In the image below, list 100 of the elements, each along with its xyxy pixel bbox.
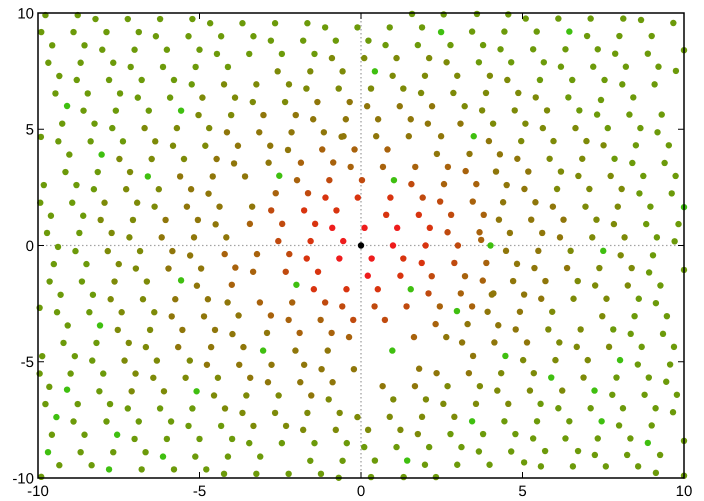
point (326, 176, 333, 184)
point (312, 220, 318, 228)
point (374, 286, 381, 292)
point (422, 242, 429, 249)
point (470, 198, 476, 205)
point (296, 330, 303, 336)
point (408, 286, 414, 292)
point (566, 28, 573, 35)
point (178, 107, 184, 114)
point (354, 194, 361, 201)
point (346, 334, 352, 340)
point (322, 194, 329, 201)
point (468, 418, 476, 424)
point (160, 453, 166, 460)
point (351, 146, 358, 153)
point (333, 207, 340, 214)
point (462, 272, 468, 280)
point (480, 277, 486, 284)
point (410, 334, 418, 340)
point (387, 194, 394, 201)
point (114, 432, 120, 438)
point (438, 28, 444, 36)
point (382, 316, 388, 324)
point (397, 272, 404, 279)
point (328, 330, 335, 336)
point (390, 176, 398, 184)
point (451, 260, 458, 266)
point (256, 299, 264, 306)
point (286, 250, 292, 258)
point (384, 146, 391, 153)
point (548, 374, 554, 381)
point (310, 286, 318, 292)
point (418, 260, 425, 266)
point (368, 255, 375, 262)
point (454, 242, 462, 249)
point (98, 151, 105, 158)
point (294, 176, 300, 184)
point (591, 387, 598, 394)
point (304, 255, 310, 262)
point (436, 303, 444, 310)
point (322, 299, 328, 306)
point (358, 176, 366, 184)
point (458, 290, 464, 297)
point (478, 236, 484, 244)
point (289, 299, 296, 306)
point (314, 268, 322, 275)
point (336, 255, 343, 262)
y-tick-label: -10 (12, 470, 34, 488)
point (304, 190, 312, 196)
point (343, 286, 350, 292)
point (307, 238, 314, 244)
point (448, 212, 454, 218)
point (358, 242, 364, 249)
point (221, 250, 228, 258)
point (502, 352, 509, 360)
point (144, 173, 152, 180)
point (254, 250, 260, 258)
point (432, 320, 439, 328)
point (64, 386, 70, 393)
point (246, 220, 254, 228)
point (598, 418, 605, 424)
point (419, 194, 426, 201)
point (260, 347, 266, 354)
point (394, 224, 400, 232)
point (272, 190, 279, 196)
point (380, 164, 386, 170)
point (400, 255, 407, 262)
point (350, 316, 356, 324)
point (444, 164, 452, 170)
point (473, 180, 480, 188)
y-tick-label: -5 (20, 354, 34, 371)
point (403, 303, 410, 310)
point (340, 238, 346, 244)
point (275, 238, 282, 244)
point (390, 242, 396, 249)
point (319, 146, 326, 153)
point (425, 290, 432, 297)
point (487, 242, 494, 249)
point (53, 414, 60, 420)
point (616, 356, 624, 364)
point (268, 207, 274, 214)
point (468, 303, 476, 310)
point (268, 312, 274, 319)
point (96, 322, 104, 329)
point (317, 316, 324, 324)
point (347, 164, 354, 170)
x-tick-label: 10 (676, 483, 692, 500)
point (476, 229, 483, 236)
point (193, 388, 200, 394)
x-tick-label: 0 (356, 483, 366, 500)
point (329, 224, 336, 232)
point (644, 440, 652, 446)
y-tick-label: 0 (26, 238, 34, 255)
point (382, 212, 390, 218)
point (426, 224, 433, 232)
point (444, 229, 451, 236)
point (408, 180, 415, 188)
point (293, 282, 300, 288)
point (440, 180, 448, 188)
point (470, 133, 477, 140)
